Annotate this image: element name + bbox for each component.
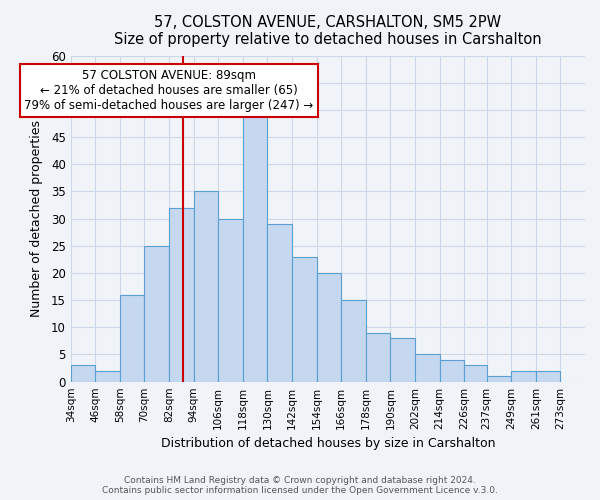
Bar	[95, 371, 120, 382]
Bar	[415, 354, 440, 382]
Y-axis label: Number of detached properties: Number of detached properties	[29, 120, 43, 317]
Bar	[317, 273, 341, 382]
Bar	[440, 360, 464, 382]
Bar	[243, 116, 268, 382]
Bar	[511, 371, 536, 382]
Bar	[145, 246, 169, 382]
Bar	[169, 208, 194, 382]
Bar	[194, 192, 218, 382]
Bar	[366, 333, 391, 382]
Bar	[120, 294, 145, 382]
Bar	[341, 300, 366, 382]
Bar	[292, 256, 317, 382]
Text: Contains HM Land Registry data © Crown copyright and database right 2024.
Contai: Contains HM Land Registry data © Crown c…	[102, 476, 498, 495]
X-axis label: Distribution of detached houses by size in Carshalton: Distribution of detached houses by size …	[161, 437, 495, 450]
Title: 57, COLSTON AVENUE, CARSHALTON, SM5 2PW
Size of property relative to detached ho: 57, COLSTON AVENUE, CARSHALTON, SM5 2PW …	[114, 15, 542, 48]
Bar	[391, 338, 415, 382]
Bar	[536, 371, 560, 382]
Text: 57 COLSTON AVENUE: 89sqm
← 21% of detached houses are smaller (65)
79% of semi-d: 57 COLSTON AVENUE: 89sqm ← 21% of detach…	[25, 69, 314, 112]
Bar	[464, 366, 487, 382]
Bar	[71, 366, 95, 382]
Bar	[218, 218, 243, 382]
Bar	[268, 224, 292, 382]
Bar	[487, 376, 511, 382]
